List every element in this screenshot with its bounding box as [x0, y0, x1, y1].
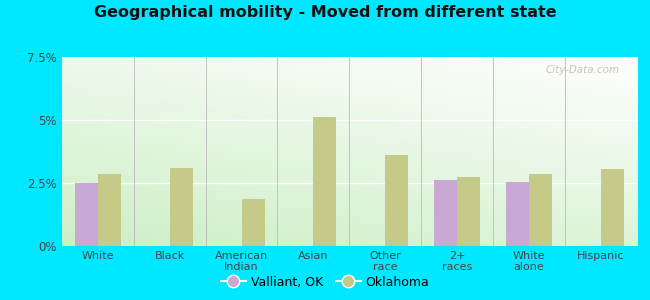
Bar	[75, 183, 98, 246]
Bar	[529, 174, 552, 246]
Bar	[434, 181, 457, 246]
Bar	[601, 169, 624, 246]
Text: Geographical mobility - Moved from different state: Geographical mobility - Moved from diffe…	[94, 4, 556, 20]
Bar	[98, 174, 121, 246]
Legend: Valliant, OK, Oklahoma: Valliant, OK, Oklahoma	[216, 271, 434, 294]
Bar	[313, 118, 337, 246]
Bar	[385, 155, 408, 246]
Bar	[242, 200, 265, 246]
Bar	[170, 168, 192, 246]
Bar	[506, 182, 529, 246]
Text: City-Data.com: City-Data.com	[545, 64, 619, 75]
Bar	[457, 177, 480, 246]
